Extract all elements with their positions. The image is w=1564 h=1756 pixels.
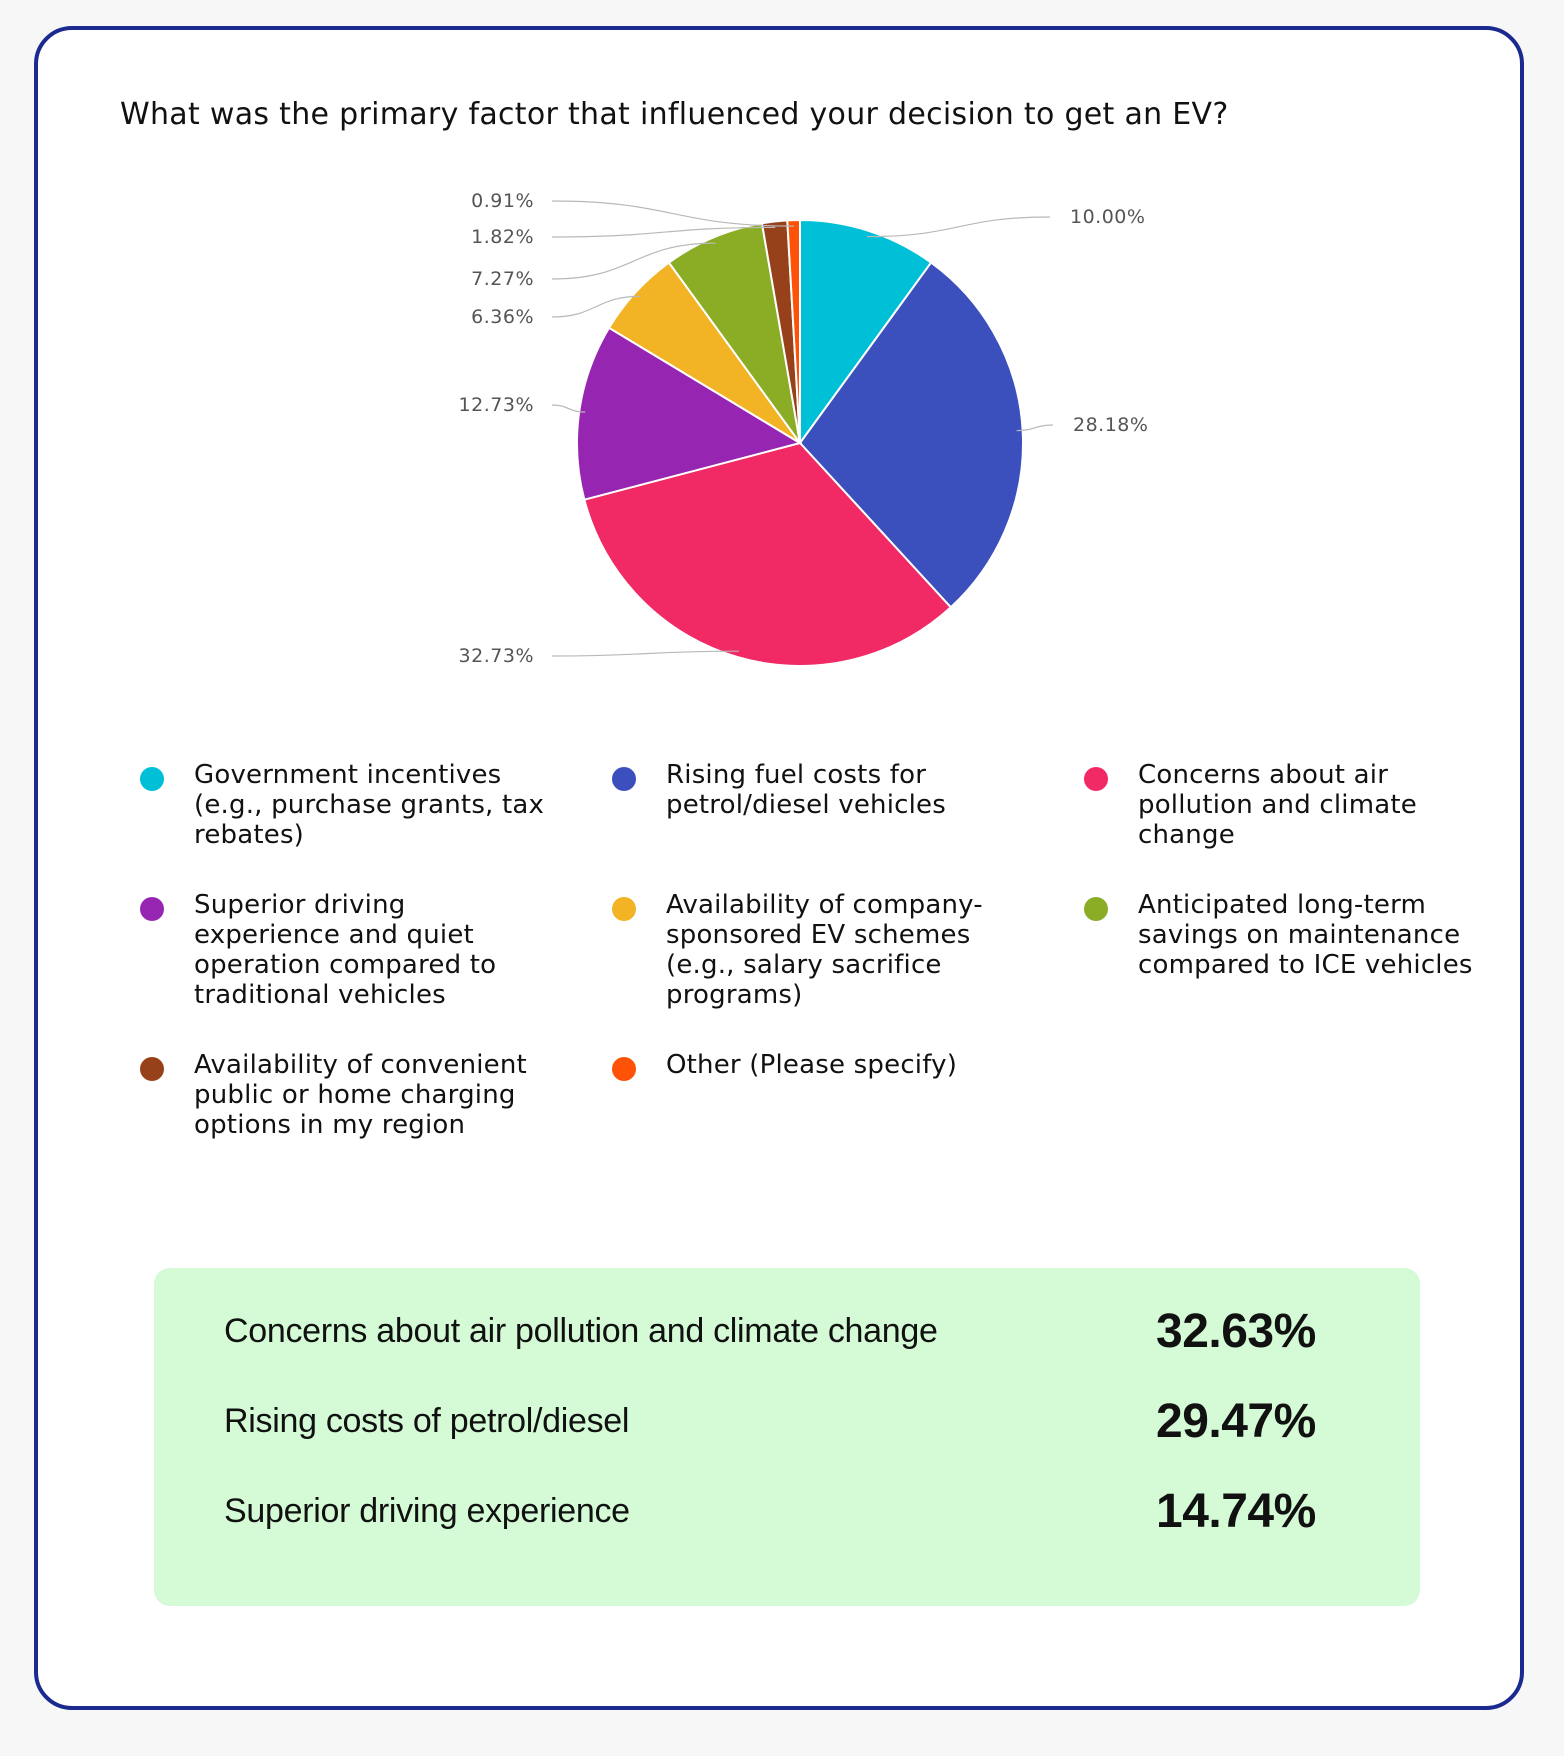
legend-dot xyxy=(140,897,164,921)
leader-line xyxy=(1016,424,1054,432)
legend-label: Availability of company-sponsored EV sch… xyxy=(666,890,983,1010)
slice-label: 7.27% xyxy=(471,268,534,290)
chart-title: What was the primary factor that influen… xyxy=(120,97,1229,132)
legend-dot xyxy=(1084,897,1108,921)
slice-label: 32.73% xyxy=(459,645,534,667)
leader-line xyxy=(867,216,1051,238)
leader-line xyxy=(551,200,794,227)
legend-label: Rising fuel costs for petrol/diesel vehi… xyxy=(666,760,947,820)
summary-panel: Concerns about air pollution and climate… xyxy=(154,1268,1420,1606)
summary-row: Superior driving experience 14.74% xyxy=(224,1484,1354,1544)
pie-slice xyxy=(799,218,933,447)
legend-dot xyxy=(612,1057,636,1081)
slice-label: 28.18% xyxy=(1073,414,1148,436)
leader-line xyxy=(551,242,716,280)
slice-label: 10.00% xyxy=(1070,206,1145,228)
legend-label: Government incentives (e.g., purchase gr… xyxy=(194,760,545,850)
slice-label: 1.82% xyxy=(471,226,534,248)
slice-label: 6.36% xyxy=(471,306,534,328)
summary-label: Concerns about air pollution and climate… xyxy=(224,1312,938,1350)
legend-dot xyxy=(612,767,636,791)
summary-value: 32.63% xyxy=(1156,1305,1316,1358)
leader-line xyxy=(551,295,641,318)
legend-label: Concerns about air pollution and climate… xyxy=(1138,760,1417,850)
pie-slice xyxy=(667,222,801,444)
slice-label: 0.91% xyxy=(471,190,534,212)
legend-label: Other (Please specify) xyxy=(666,1050,958,1080)
legend-dot xyxy=(140,1057,164,1081)
leader-line xyxy=(551,226,776,238)
legend-dot xyxy=(612,897,636,921)
pie-slice xyxy=(786,218,801,444)
summary-row: Rising costs of petrol/diesel 29.47% xyxy=(224,1394,1354,1454)
legend-label: Availability of convenient public or hom… xyxy=(194,1050,527,1140)
slice-label: 12.73% xyxy=(459,394,534,416)
legend-label: Anticipated long-term savings on mainten… xyxy=(1138,890,1473,980)
leader-line xyxy=(551,404,586,413)
summary-value: 29.47% xyxy=(1156,1395,1316,1448)
legend-dot xyxy=(1084,767,1108,791)
summary-label: Rising costs of petrol/diesel xyxy=(224,1402,630,1440)
pie-chart: 10.00% 28.18% 32.73% 12.73% 6.36% 7.27% 1.82% 0… xyxy=(459,190,1148,667)
leader-line xyxy=(551,650,739,657)
pie-slice xyxy=(583,441,953,667)
legend-dot xyxy=(140,767,164,791)
summary-row: Concerns about air pollution and climate… xyxy=(224,1304,1354,1364)
summary-label: Superior driving experience xyxy=(224,1492,630,1530)
summary-value: 14.74% xyxy=(1156,1485,1316,1538)
legend-label: Superior driving experience and quiet op… xyxy=(194,890,497,1010)
